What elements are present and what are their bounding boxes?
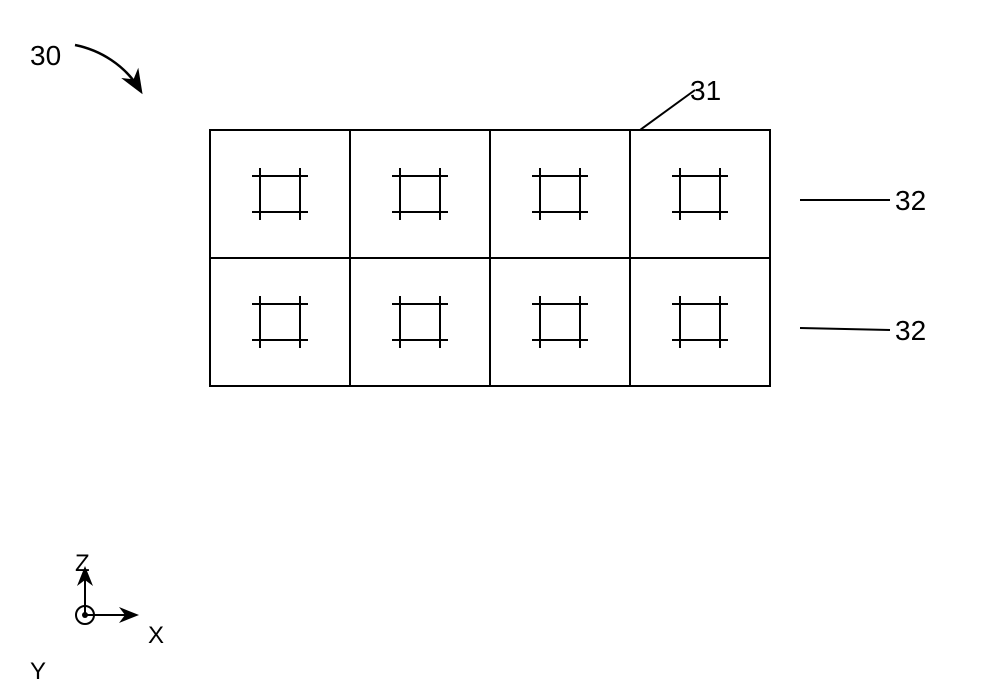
ref-label-30: 30 xyxy=(30,40,61,72)
panel-grid xyxy=(210,130,770,386)
axis-label-y: Y xyxy=(30,658,46,686)
callout-lines xyxy=(75,45,890,330)
diagram-canvas xyxy=(0,0,1000,681)
coordinate-axes xyxy=(76,570,135,624)
ref-label-32-bot: 32 xyxy=(895,315,926,347)
ref-label-31: 31 xyxy=(690,75,721,107)
axis-label-x: X xyxy=(148,622,164,650)
axis-label-z: Z xyxy=(75,550,90,578)
ref-label-32-top: 32 xyxy=(895,185,926,217)
